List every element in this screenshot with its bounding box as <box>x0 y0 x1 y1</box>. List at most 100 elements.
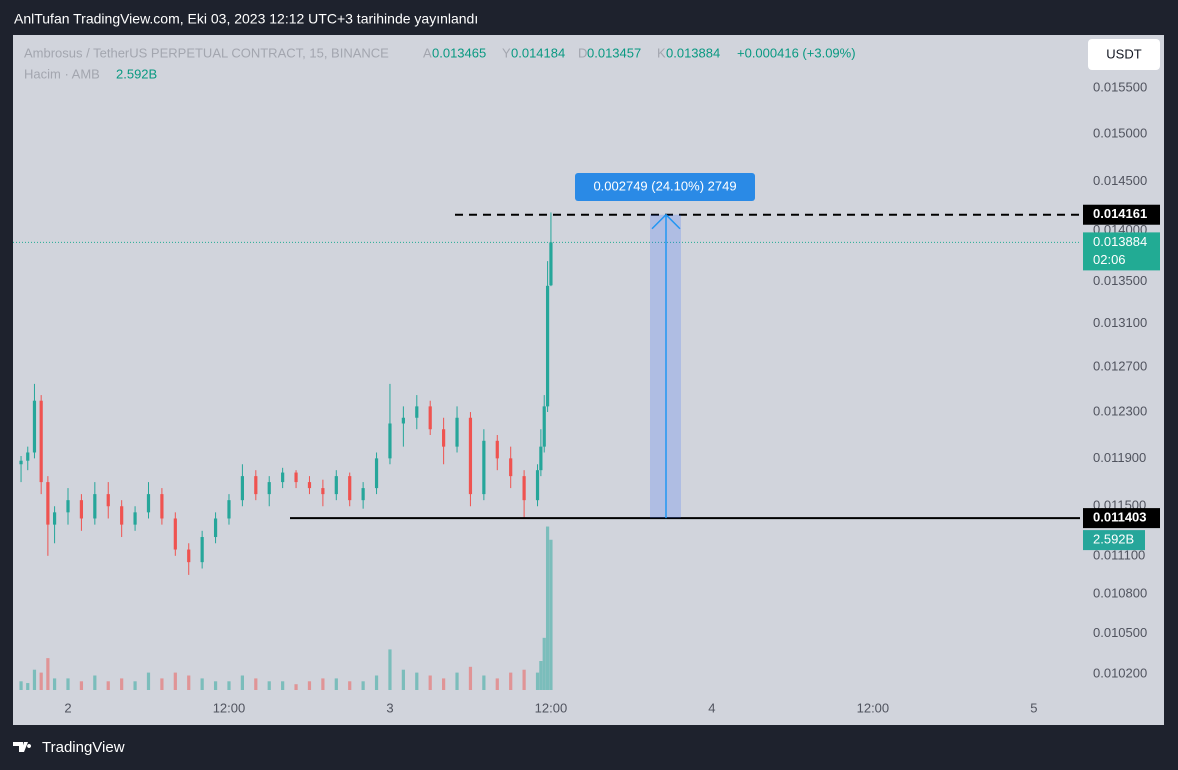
candle-body <box>401 417 405 424</box>
volume-bar <box>542 637 546 690</box>
candle-body <box>495 440 499 459</box>
candle-body <box>52 512 57 525</box>
candle-body <box>46 482 50 525</box>
x-tick-label: 5 <box>1030 700 1037 715</box>
y-tick-label: 0.010800 <box>1093 586 1147 601</box>
volume-bar <box>428 675 432 690</box>
volume-bar <box>160 678 164 690</box>
y-tick-label: 0.014500 <box>1093 173 1147 188</box>
candle-body <box>388 423 392 459</box>
volume-bar <box>549 539 553 690</box>
candle-body <box>93 494 97 519</box>
countdown: 02:06 <box>1093 252 1126 267</box>
candle-body <box>19 460 23 465</box>
candle-body <box>545 285 550 407</box>
candle-body <box>334 476 338 495</box>
measure-label-bg <box>575 173 755 201</box>
volume-bar <box>120 678 124 690</box>
candle-body <box>39 400 43 483</box>
volume-bar <box>545 526 550 690</box>
volume-value: 2.592B <box>116 66 157 81</box>
ohlc-key: K <box>657 45 666 60</box>
volume-name: Hacim · AMB <box>24 66 100 81</box>
volume-bar <box>133 681 137 690</box>
candle-body <box>549 242 553 286</box>
candle-body <box>106 494 110 507</box>
volume-bar <box>321 678 325 690</box>
volume-bar <box>281 681 285 690</box>
x-tick-label: 12:00 <box>857 700 890 715</box>
chart-area <box>13 35 1164 725</box>
volume-bar <box>52 678 57 690</box>
ohlc-value: 0.013884 <box>666 45 720 60</box>
candle-body <box>428 406 432 430</box>
volume-bar <box>254 678 258 690</box>
candle-body <box>307 482 312 489</box>
x-tick-label: 2 <box>64 700 71 715</box>
volume-bar <box>535 672 540 690</box>
measure-label: 0.002749 (24.10%) 2749 <box>593 178 736 193</box>
y-tick-label: 0.015500 <box>1093 80 1147 95</box>
candle-body <box>348 476 352 501</box>
y-tick-label: 0.015000 <box>1093 126 1147 141</box>
candle-body <box>146 494 151 513</box>
publish-title: AnlTufan TradingView.com, Eki 03, 2023 1… <box>14 11 478 27</box>
volume-bar <box>307 681 312 690</box>
volume-bar <box>522 669 526 690</box>
candle-body <box>539 446 543 471</box>
ohlc-key: Y <box>502 45 511 60</box>
y-tick-label: 0.013100 <box>1093 315 1147 330</box>
candle-body <box>522 476 526 501</box>
ohlc-key: D <box>578 45 587 60</box>
volume-tag <box>1083 530 1145 551</box>
currency-label[interactable]: USDT <box>1106 46 1141 61</box>
candle-body <box>240 476 244 501</box>
currency-button[interactable] <box>1088 39 1160 70</box>
candle-body <box>120 506 124 525</box>
current-price-tag <box>1083 232 1160 271</box>
brand: TradingView <box>42 739 125 756</box>
volume-bar <box>39 672 43 690</box>
candle-body <box>267 482 271 495</box>
volume-tag-label: 2.592B <box>1093 532 1134 547</box>
price-tag-label: 0.014161 <box>1093 206 1147 221</box>
price-tag <box>1083 204 1160 225</box>
volume-bar <box>294 684 298 690</box>
volume-bar <box>442 678 446 690</box>
candle-body <box>482 440 486 495</box>
candle-body <box>442 429 446 447</box>
volume-bar <box>401 669 405 690</box>
candle-body <box>415 406 419 418</box>
volume-bar <box>32 669 37 690</box>
volume-bar <box>240 675 244 690</box>
candle-body <box>468 417 473 495</box>
price-tag <box>1083 508 1160 529</box>
x-tick-label: 12:00 <box>535 700 568 715</box>
candle-body <box>281 472 285 483</box>
volume-bar <box>200 678 204 690</box>
candle-body <box>294 472 298 483</box>
current-price-label: 0.013884 <box>1093 234 1147 249</box>
volume-bar <box>509 672 513 690</box>
candle-body <box>26 452 30 461</box>
ohlc-key: A <box>423 45 432 60</box>
symbol: Ambrosus / TetherUS PERPETUAL CONTRACT, … <box>24 45 389 60</box>
volume-bar <box>213 681 218 690</box>
change: +0.000416 (+3.09%) <box>737 45 856 60</box>
volume-bar <box>539 661 543 690</box>
ohlc-value: 0.013465 <box>432 45 486 60</box>
volume-bar <box>26 683 30 690</box>
y-tick-label: 0.010200 <box>1093 666 1147 681</box>
x-tick-label: 4 <box>708 700 715 715</box>
volume-bar <box>361 681 365 690</box>
volume-bar <box>106 681 110 690</box>
volume-bar <box>455 672 459 690</box>
volume-bar <box>495 678 499 690</box>
candle-body <box>321 488 325 495</box>
candle-body <box>200 537 204 563</box>
volume-bar <box>66 678 70 690</box>
volume-bar <box>19 681 23 690</box>
candle-body <box>66 500 70 513</box>
volume-bar <box>146 672 151 690</box>
volume-bar <box>93 675 97 690</box>
